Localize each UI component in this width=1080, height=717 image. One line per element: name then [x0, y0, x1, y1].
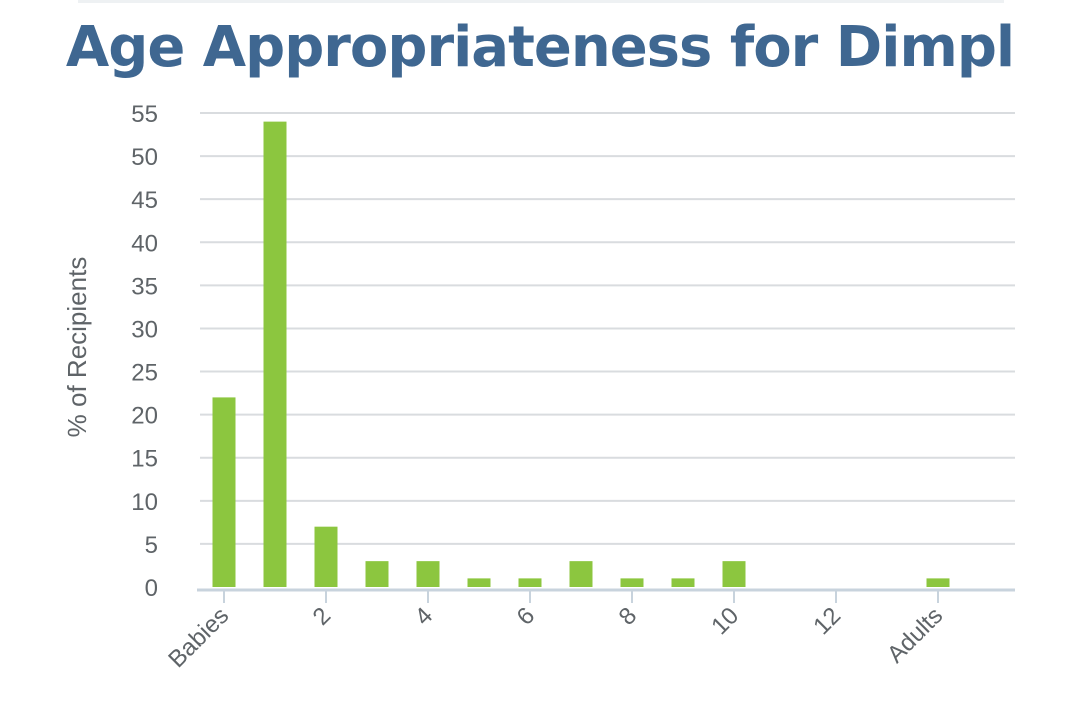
bar-5: [467, 578, 491, 587]
bar-adults: [926, 578, 950, 587]
x-tick-labels: Babies 2 4 6 8 10 12 Adults: [163, 602, 948, 673]
x-tick-label: 6: [512, 602, 541, 631]
y-tick-label: 25: [131, 360, 158, 387]
x-tick-label: 2: [308, 602, 337, 631]
top-divider: [78, 0, 1004, 3]
y-axis-title: % of Recipients: [62, 257, 92, 438]
x-tick-label: 4: [410, 602, 439, 631]
y-tick-label: 15: [131, 446, 158, 473]
x-tick-label: 10: [706, 602, 744, 640]
bar-babies: [212, 397, 236, 587]
x-tick-label: 12: [808, 602, 846, 640]
y-tick-label: 20: [131, 403, 158, 430]
x-tick-label: Adults: [882, 602, 948, 668]
bar-6: [518, 578, 542, 587]
y-tick-label: 40: [131, 230, 158, 257]
y-tick-label: 35: [131, 273, 158, 300]
y-tick-label: 30: [131, 316, 158, 343]
axes: [197, 588, 1015, 603]
bar-7: [569, 561, 593, 587]
chart-title: Age Appropriateness for Dimpl: [65, 15, 1015, 80]
bar-9: [671, 578, 695, 587]
y-tick-labels: 0 5 10 15 20 25 30 35 40 45 50 55: [131, 101, 158, 602]
y-tick-label: 0: [145, 575, 158, 602]
y-tick-label: 50: [131, 144, 158, 171]
y-tick-label: 5: [145, 532, 158, 559]
bar-8: [620, 578, 644, 587]
x-tick-label: Babies: [163, 602, 234, 673]
bar-4: [416, 561, 440, 587]
bar-2: [314, 526, 338, 587]
bars: [212, 121, 950, 588]
bar-10: [722, 561, 746, 587]
gridlines: [200, 112, 1015, 545]
bar-1: [263, 121, 287, 588]
y-tick-label: 10: [131, 489, 158, 516]
y-tick-label: 55: [131, 101, 158, 128]
x-tick-label: 8: [614, 602, 643, 631]
y-tick-label: 45: [131, 187, 158, 214]
bar-3: [365, 561, 389, 587]
